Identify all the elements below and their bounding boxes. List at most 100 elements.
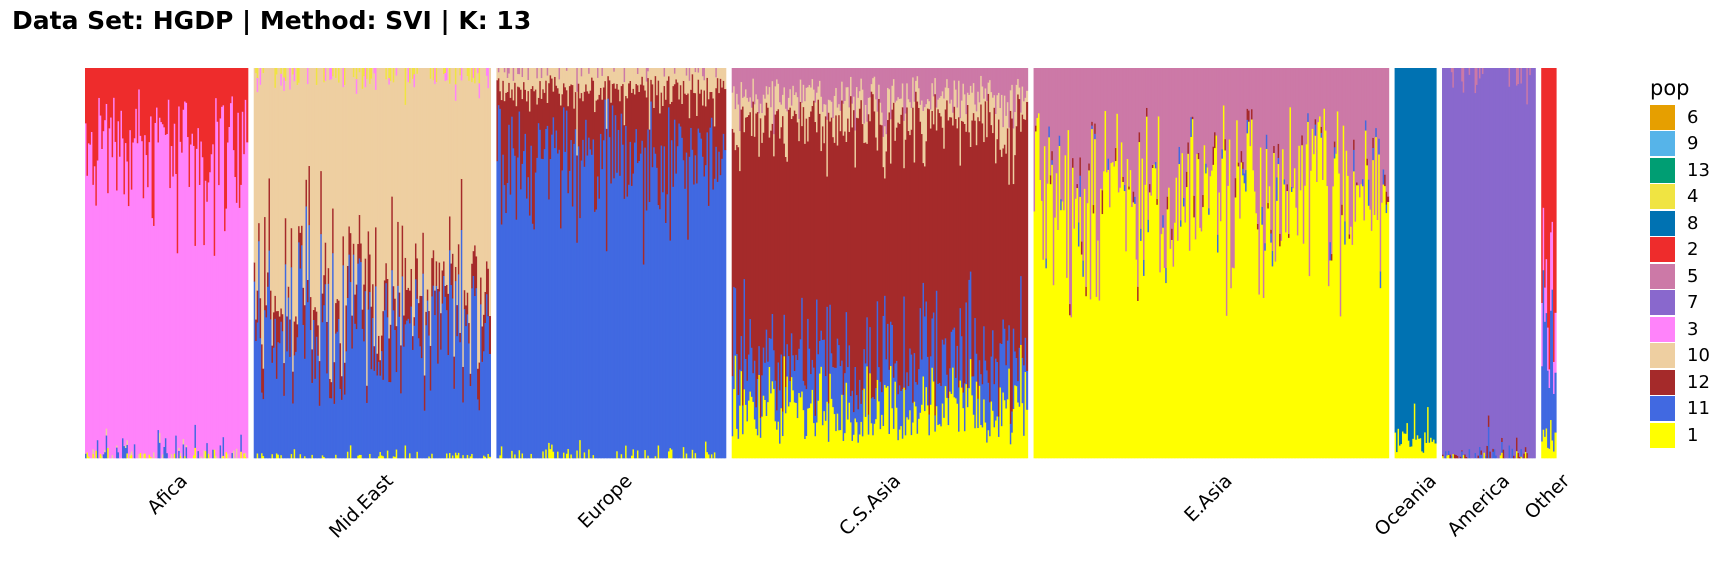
- bar-segment-12: [369, 254, 372, 292]
- bar-segment-11: [481, 361, 484, 459]
- bar-segment-12: [380, 335, 384, 352]
- bar-segment-11: [950, 331, 953, 394]
- bar-segment-1: [1020, 344, 1023, 459]
- bar-segment-11: [166, 452, 169, 459]
- legend: pop 6 9 13 4 8 2 5 7 3 10 12 11 1: [1650, 76, 1710, 449]
- bar-segment-12: [1237, 162, 1240, 167]
- bar-segment-10: [863, 123, 866, 144]
- bar-segment-10: [318, 68, 321, 362]
- bar-segment-3: [127, 205, 130, 459]
- bar-segment-7: [1477, 68, 1480, 456]
- bar-segment-5: [958, 68, 961, 81]
- bar-segment-11: [194, 424, 197, 448]
- bar-segment-10: [848, 107, 851, 132]
- bar-segment-11: [348, 254, 351, 459]
- bar-segment-11: [1011, 411, 1014, 433]
- bar-segment-10: [712, 68, 715, 99]
- bar-segment-7: [1464, 68, 1467, 455]
- bar-segment-12: [564, 87, 567, 152]
- bar-segment-5: [821, 68, 825, 112]
- bar-segment-1: [277, 454, 280, 459]
- bar-segment-12: [314, 306, 317, 379]
- legend-label: 6: [1687, 106, 1699, 128]
- bar-segment-11: [1444, 450, 1448, 459]
- bar-segment-5: [1364, 68, 1367, 121]
- bar-segment-5: [1006, 68, 1009, 103]
- bar-segment-3: [324, 68, 327, 81]
- bar-segment-4: [275, 68, 278, 75]
- bar-segment-3: [244, 99, 247, 453]
- legend-key-2: [1650, 237, 1675, 263]
- bar-segment-10: [111, 454, 114, 459]
- bar-segment-2: [240, 68, 243, 185]
- bar-segment-1: [1092, 213, 1095, 459]
- bar-segment-12: [795, 113, 798, 355]
- bar-segment-1: [756, 435, 759, 459]
- bar-segment-11: [1480, 454, 1483, 459]
- bar-segment-1: [483, 455, 486, 459]
- bar-segment-11: [102, 454, 105, 459]
- bar-segment-5: [1116, 68, 1119, 114]
- bar-segment-10: [1017, 78, 1020, 95]
- bar-segment-12: [395, 325, 398, 373]
- bar-segment-1: [952, 367, 955, 459]
- bar-segment-5: [1103, 68, 1106, 172]
- bar-segment-12: [520, 89, 523, 190]
- legend-label: 12: [1687, 371, 1710, 393]
- bar-segment-3: [444, 72, 447, 82]
- bar-segment-3: [1541, 302, 1544, 367]
- bar-segment-11: [349, 281, 352, 446]
- bar-segment-1: [1276, 200, 1279, 459]
- bar-segment-11: [1246, 119, 1249, 134]
- bar-segment-12: [636, 85, 640, 164]
- bar-segment-1: [1086, 202, 1089, 459]
- bar-segment-2: [138, 68, 141, 90]
- bar-segment-1: [1360, 183, 1363, 459]
- bar-segment-5: [1356, 68, 1359, 183]
- bar-segment-1: [1442, 455, 1445, 459]
- legend-label: 10: [1687, 345, 1710, 367]
- bar-segment-1: [1379, 287, 1382, 459]
- bar-segment-11: [986, 370, 989, 443]
- bar-segment-10: [487, 87, 490, 269]
- bar-segment-10: [636, 73, 640, 86]
- bar-segment-1: [1231, 267, 1234, 459]
- bar-segment-12: [1256, 223, 1260, 230]
- bar-segment-12: [312, 309, 315, 320]
- bar-segment-11: [953, 327, 956, 398]
- bar-segment-10: [780, 104, 783, 128]
- bar-segment-8: [1409, 68, 1412, 447]
- bar-segment-5: [965, 68, 968, 115]
- bar-segment-10: [782, 94, 785, 117]
- bar-segment-1: [1014, 385, 1017, 459]
- bar-segment-11: [687, 239, 690, 459]
- bar-segment-12: [940, 116, 943, 386]
- bar-segment-10: [354, 68, 357, 295]
- bar-segment-12: [736, 144, 739, 355]
- bar-segment-1: [431, 453, 434, 459]
- bar-segment-10: [484, 68, 487, 292]
- bar-segment-10: [304, 68, 307, 306]
- bar-segment-11: [1501, 441, 1504, 453]
- legend-key-11: [1650, 396, 1675, 422]
- bar-segment-12: [629, 80, 632, 142]
- bar-segment-3: [213, 255, 216, 450]
- bar-segment-5: [1246, 68, 1249, 109]
- bar-segment-1: [357, 455, 360, 459]
- bar-segment-11: [478, 409, 481, 459]
- bar-segment-7: [1449, 68, 1452, 455]
- bar-segment-10: [956, 107, 959, 129]
- bar-segment-10: [232, 450, 236, 459]
- bar-segment-12: [813, 100, 816, 368]
- bar-segment-10: [502, 68, 505, 81]
- bar-segment-10: [894, 102, 897, 141]
- bar-segment-10: [892, 78, 896, 103]
- bar-segment-1: [993, 427, 996, 459]
- bar-segment-11: [412, 349, 415, 459]
- bar-segment-1: [771, 381, 774, 459]
- bar-segment-11: [453, 388, 456, 459]
- bar-segment-12: [996, 138, 999, 362]
- bar-segment-3: [129, 129, 132, 454]
- bar-segment-5: [1293, 68, 1296, 169]
- bar-segment-3: [222, 105, 225, 438]
